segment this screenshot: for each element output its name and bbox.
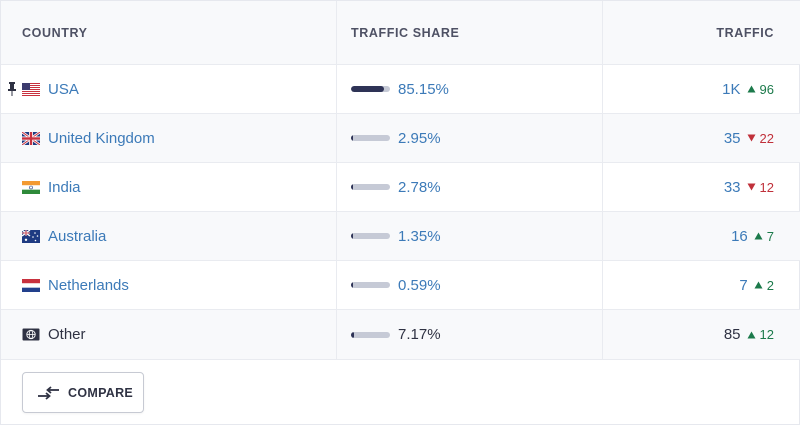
table-row: India 2.78% 33 12 <box>1 163 800 212</box>
delta-value: 12 <box>759 327 774 342</box>
table-header-row: COUNTRY TRAFFIC SHARE TRAFFIC <box>1 1 800 65</box>
delta-value: 2 <box>766 277 774 293</box>
table-row: USA 85.15% 1K 96 <box>1 65 800 114</box>
traffic-delta: 12 <box>747 327 774 342</box>
share-value: 2.78% <box>398 178 441 196</box>
table-row: Netherlands 0.59% 7 2 <box>1 261 800 310</box>
traffic-value[interactable]: 35 <box>723 129 741 147</box>
uk-flag-icon <box>22 131 40 145</box>
share-cell: 0.59% <box>337 261 603 309</box>
country-cell: USA <box>1 65 337 113</box>
compare-button[interactable]: COMPARE <box>22 372 144 413</box>
country-link[interactable]: United Kingdom <box>48 129 155 147</box>
country-cell: Australia <box>1 212 337 260</box>
country-traffic-table: COUNTRY TRAFFIC SHARE TRAFFIC <box>1 1 800 360</box>
triangle-up-icon <box>747 85 756 93</box>
traffic-delta: 22 <box>747 131 774 146</box>
delta-value: 7 <box>766 228 774 244</box>
traffic-value: 85 <box>723 326 741 343</box>
netherlands-flag-icon <box>22 278 40 292</box>
traffic-value[interactable]: 33 <box>723 178 741 196</box>
header-country-label: COUNTRY <box>22 25 88 40</box>
share-bar-fill <box>351 331 354 338</box>
header-traffic-cell[interactable]: TRAFFIC <box>603 1 800 64</box>
traffic-cell: 85 12 <box>603 310 800 359</box>
share-bar-fill <box>351 135 353 141</box>
share-bar <box>351 282 390 288</box>
triangle-down-icon <box>747 134 756 142</box>
india-flag-icon <box>22 180 40 194</box>
compare-arrows-icon <box>38 385 59 400</box>
traffic-cell: 16 7 <box>603 212 800 260</box>
share-bar <box>351 331 390 338</box>
compare-button-label: COMPARE <box>68 385 134 400</box>
delta-value: 96 <box>759 81 774 97</box>
traffic-delta: 12 <box>747 180 774 195</box>
table-row: Australia 1.35% 16 7 <box>1 212 800 261</box>
country-link[interactable]: USA <box>48 80 79 98</box>
share-value: 7.17% <box>398 326 441 343</box>
us-flag-icon <box>22 82 40 96</box>
country-cell: India <box>1 163 337 211</box>
table-row: United Kingdom 2.95% 35 22 <box>1 114 800 163</box>
country-link[interactable]: India <box>48 178 81 196</box>
country-label: Other <box>48 326 86 343</box>
share-bar <box>351 184 390 190</box>
share-cell: 85.15% <box>337 65 603 113</box>
traffic-delta: 7 <box>754 229 774 244</box>
table-row: Other 7.17% 85 12 <box>1 310 800 360</box>
country-link[interactable]: Netherlands <box>48 276 129 294</box>
triangle-up-icon <box>754 281 763 289</box>
australia-flag-icon <box>22 229 40 243</box>
header-country-cell[interactable]: COUNTRY <box>1 1 337 64</box>
share-bar <box>351 233 390 239</box>
share-cell: 7.17% <box>337 310 603 359</box>
traffic-value[interactable]: 16 <box>731 227 748 245</box>
share-bar <box>351 86 390 92</box>
share-value: 1.35% <box>398 227 441 245</box>
share-bar-fill <box>351 184 353 190</box>
share-value: 2.95% <box>398 129 441 147</box>
delta-value: 12 <box>759 179 774 195</box>
traffic-delta: 96 <box>747 82 774 97</box>
country-cell: Other <box>1 310 337 359</box>
country-cell: Netherlands <box>1 261 337 309</box>
header-share-label: TRAFFIC SHARE <box>351 25 460 40</box>
traffic-value[interactable]: 1K <box>722 80 741 98</box>
share-bar <box>351 135 390 141</box>
traffic-cell: 33 12 <box>603 163 800 211</box>
share-value: 85.15% <box>398 80 449 98</box>
share-cell: 2.78% <box>337 163 603 211</box>
triangle-down-icon <box>747 183 756 191</box>
country-link[interactable]: Australia <box>48 227 107 245</box>
traffic-cell: 35 22 <box>603 114 800 162</box>
pin-icon[interactable] <box>8 82 16 96</box>
traffic-delta: 2 <box>754 278 774 293</box>
traffic-cell: 1K 96 <box>603 65 800 113</box>
triangle-up-icon <box>747 331 756 338</box>
header-traffic-label: TRAFFIC <box>716 25 774 40</box>
share-bar-fill <box>351 233 353 239</box>
globe-icon <box>22 328 40 341</box>
share-cell: 1.35% <box>337 212 603 260</box>
share-bar-fill <box>351 86 385 92</box>
traffic-value[interactable]: 7 <box>739 276 748 294</box>
share-bar-fill <box>351 282 353 288</box>
share-value: 0.59% <box>398 276 441 294</box>
share-cell: 2.95% <box>337 114 603 162</box>
delta-value: 22 <box>759 130 774 146</box>
traffic-cell: 7 2 <box>603 261 800 309</box>
country-cell: United Kingdom <box>1 114 337 162</box>
header-share-cell[interactable]: TRAFFIC SHARE <box>337 1 603 64</box>
triangle-up-icon <box>754 232 763 240</box>
